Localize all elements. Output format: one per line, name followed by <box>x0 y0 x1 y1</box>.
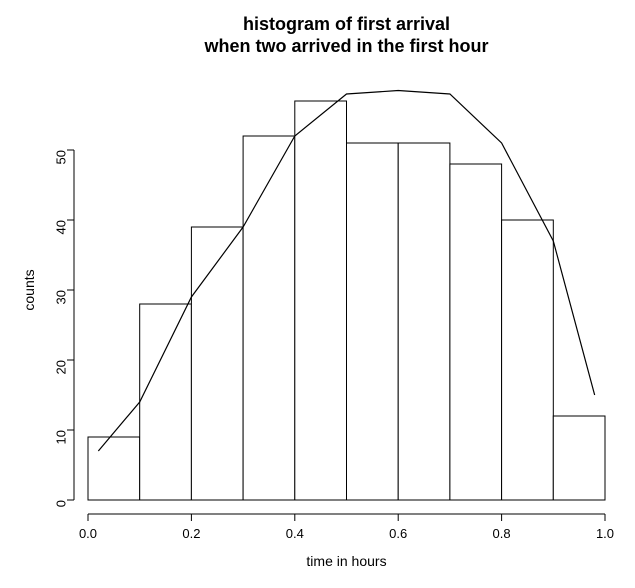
y-tick-label: 10 <box>53 430 68 444</box>
y-tick-label: 50 <box>53 150 68 164</box>
y-tick-label: 30 <box>53 290 68 304</box>
histogram-bar <box>502 220 554 500</box>
histogram-bar <box>398 143 450 500</box>
x-tick-label: 0.0 <box>79 526 97 541</box>
x-tick-label: 0.8 <box>493 526 511 541</box>
chart-container: histogram of first arrivalwhen two arriv… <box>0 0 635 583</box>
histogram-bar <box>191 227 243 500</box>
histogram-bar <box>243 136 295 500</box>
x-tick-label: 0.4 <box>286 526 304 541</box>
histogram-bar <box>553 416 605 500</box>
histogram-bar <box>347 143 399 500</box>
histogram-bar <box>140 304 192 500</box>
chart-title-line2: when two arrived in the first hour <box>203 36 488 56</box>
x-tick-label: 0.6 <box>389 526 407 541</box>
histogram-bar <box>295 101 347 500</box>
histogram-bar <box>450 164 502 500</box>
y-tick-label: 20 <box>53 360 68 374</box>
x-tick-label: 0.2 <box>182 526 200 541</box>
y-tick-label: 0 <box>53 500 68 507</box>
x-tick-label: 1.0 <box>596 526 614 541</box>
histogram-chart: histogram of first arrivalwhen two arriv… <box>0 0 635 583</box>
histogram-bar <box>88 437 140 500</box>
y-axis-label: counts <box>21 269 37 310</box>
y-tick-label: 40 <box>53 220 68 234</box>
x-axis-label: time in hours <box>306 553 386 569</box>
chart-title-line1: histogram of first arrival <box>243 14 450 34</box>
